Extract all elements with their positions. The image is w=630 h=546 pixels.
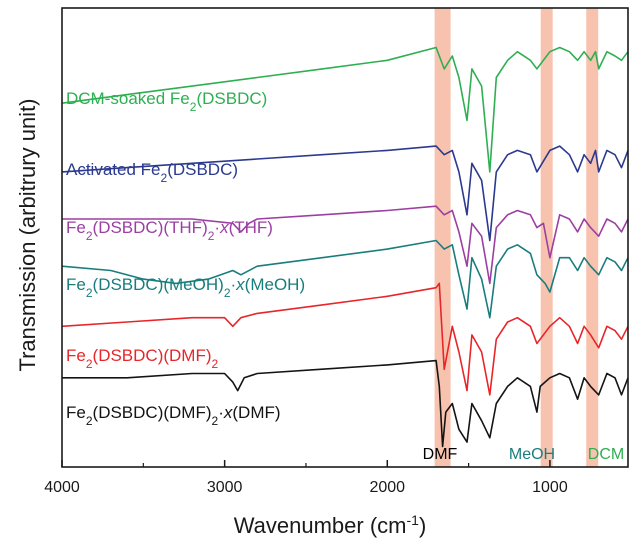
x-axis-title-end: )	[419, 513, 426, 538]
series-line-meoh	[61, 239, 629, 319]
x-tick-label: 1000	[532, 479, 568, 496]
spectra-series	[61, 46, 629, 448]
plot-frame	[61, 7, 629, 468]
series-line-activated	[61, 145, 629, 242]
series-labels: DCM-soaked Fe2(DSBDC) Activated Fe2(DSBDC…	[66, 89, 624, 463]
x-axis-title: Wavenumber (cm-1)	[234, 512, 427, 538]
series-line-dmf2	[61, 282, 629, 396]
series-line-dcm	[61, 46, 629, 173]
series-line-dmfx	[62, 359, 629, 448]
series-label-meoh: Fe2(DSBDC)(MeOH)2·x(MeOH)	[66, 275, 305, 300]
band-label-dmf: DMF	[423, 446, 458, 463]
series-line-thf	[62, 205, 629, 285]
series-label-dmf2: Fe2(DSBDC)(DMF)2	[66, 346, 219, 371]
band-label-meoh: MeOH	[509, 446, 555, 463]
highlight-bands	[434, 8, 599, 467]
band-dcm	[586, 8, 599, 467]
x-axis-title-sup: -1	[407, 512, 420, 528]
x-tick-label: 2000	[369, 479, 405, 496]
band-dmf	[434, 8, 451, 467]
series-label-activated: Activated Fe2(DSBDC)	[66, 160, 238, 185]
x-tick-label: 3000	[207, 479, 243, 496]
band-label-dcm: DCM	[588, 446, 624, 463]
y-axis-title: Transmission (arbitrury unit)	[15, 98, 40, 371]
x-axis-ticks: 4000 3000 2000 1000	[44, 460, 568, 496]
series-label-dmfx: Fe2(DSBDC)(DMF)2·x(DMF)	[66, 403, 281, 428]
series-label-thf: Fe2(DSBDC)(THF)2·x(THF)	[66, 218, 273, 243]
x-tick-label: 4000	[44, 479, 80, 496]
x-axis-title-main: Wavenumber (cm	[234, 513, 407, 538]
series-label-dcm: DCM-soaked Fe2(DSBDC)	[66, 89, 267, 114]
